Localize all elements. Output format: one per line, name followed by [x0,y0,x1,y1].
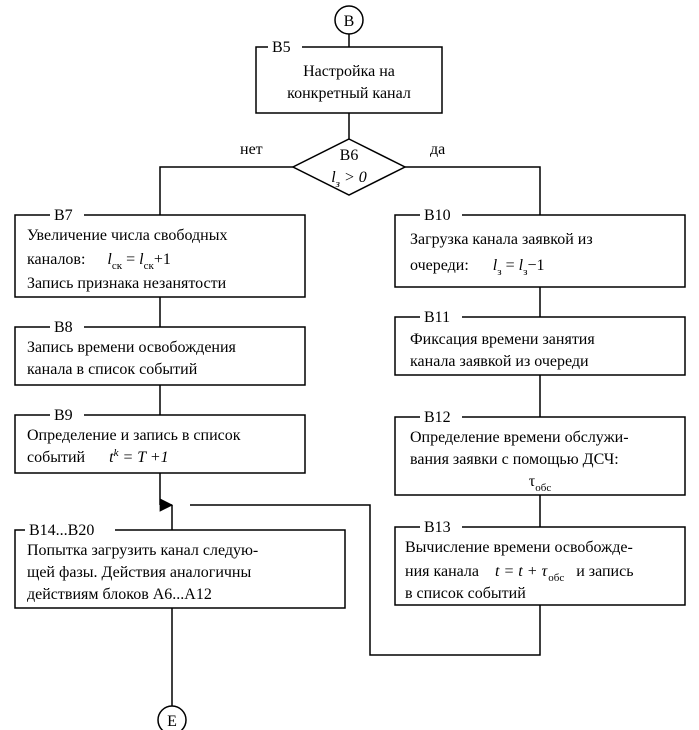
block-b12-line1: Определение времени обслужи- [410,429,629,446]
block-b8-line2: канала в список событий [27,361,198,378]
block-b7-line1: Увеличение числа свободных [27,227,227,244]
block-b10-id: B10 [424,207,451,224]
decision-b6-yes-label: да [430,141,445,158]
block-b11-line2: канала заявкой из очереди [410,353,589,370]
terminal-e-label: E [167,713,177,730]
block-b11-id: B11 [424,309,450,326]
block-b12-id: B12 [424,409,451,426]
block-b14-b20-id: B14...B20 [29,522,94,539]
block-b10-line1: Загрузка канала заявкой из [410,231,593,248]
block-b5-line1: Настройка на [303,63,395,80]
block-b10 [395,215,685,287]
decision-b6-no-label: нет [240,141,263,158]
block-b8-line1: Запись времени освобождения [27,339,237,356]
block-b14-line1: Попытка загрузить канал следую- [27,542,258,559]
block-b7-line3: Запись признака незанятости [27,275,227,292]
block-b9-id: B9 [54,407,73,424]
block-b5-line2: конкретный канал [287,85,411,102]
block-b13-line1: Вычисление времени освобожде- [405,539,633,556]
block-b8-id: B8 [54,319,73,336]
edge-b6-to-b7 [160,167,293,215]
terminal-b-label: B [344,13,355,30]
decision-b6-id: B6 [340,147,359,164]
block-b5-id: B5 [272,39,291,56]
block-b5 [256,47,442,113]
block-b14-line2: щей фазы. Действия аналогичны [27,564,251,581]
block-b13-line3: в список событий [405,585,526,602]
block-b12-line2: вания заявки с помощью ДСЧ: [410,451,619,468]
block-b13-id: B13 [424,519,451,536]
flowchart-svg: B B5 Настройка на конкретный канал B6 lз… [0,0,699,730]
block-b7-id: B7 [54,207,73,224]
block-b14-line3: действиям блоков A6...A12 [27,586,212,603]
block-b9-line1: Определение и запись в список [27,427,241,444]
block-b11-line1: Фиксация времени занятия [410,331,595,348]
